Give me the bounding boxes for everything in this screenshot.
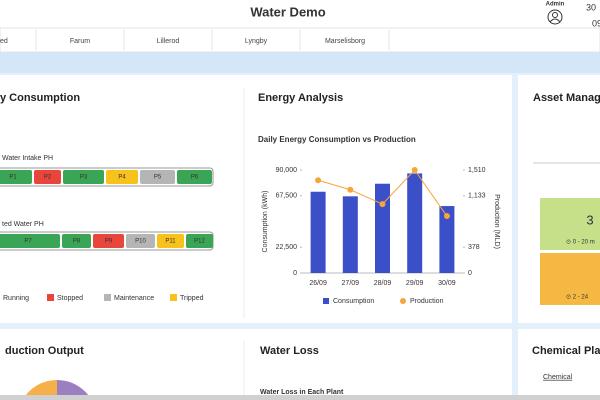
pump-label: P2 (44, 175, 52, 181)
legend-swatch (104, 294, 111, 301)
x-tick-label: 28/09 (374, 280, 392, 287)
section-title: duction Output (5, 345, 84, 357)
x-tick-label: 30/09 (438, 280, 456, 287)
point (379, 201, 386, 208)
user-icon[interactable] (547, 9, 563, 25)
filter-strip (0, 52, 600, 73)
pump[interactable] (140, 170, 175, 184)
date-month: 09 (592, 18, 600, 28)
link[interactable]: Chemical (543, 374, 573, 381)
legend-label: Stopped (57, 295, 83, 302)
y-tick-label: 0 (293, 270, 297, 277)
pump[interactable] (34, 170, 61, 184)
user-name: Admin (546, 2, 565, 8)
tab[interactable]: Lyngby (245, 38, 268, 45)
x-tick-label: 26/09 (309, 280, 327, 287)
bar (342, 196, 358, 273)
section-title: y Consumption (0, 92, 80, 104)
legend-swatch (400, 298, 406, 304)
pump-label: P6 (191, 175, 199, 181)
pump-label: P10 (135, 239, 146, 245)
bar (310, 191, 326, 273)
y2-tick-label: 1,133 (468, 193, 486, 200)
y2-tick-label: 1,510 (468, 167, 486, 174)
card (0, 329, 512, 400)
asset-range: ⊙ 2 - 24 (566, 295, 589, 301)
bar (439, 206, 455, 273)
legend-swatch (323, 298, 329, 304)
card (0, 75, 512, 323)
pump[interactable] (106, 170, 138, 184)
asset-tile[interactable] (540, 253, 600, 305)
pump-label: P12 (194, 239, 205, 245)
pump[interactable] (63, 170, 104, 184)
legend-label: Consumption (333, 298, 374, 305)
section-title: Water Loss (260, 345, 319, 357)
section-title: Asset Manage (533, 92, 600, 104)
pump[interactable] (93, 234, 124, 248)
tab[interactable]: ed (0, 38, 8, 45)
legend-label: Production (410, 298, 444, 305)
legend-label: Running (3, 295, 29, 302)
tab[interactable]: Lillerod (157, 38, 180, 45)
y-tick-label: 90,000 (276, 167, 298, 174)
y-axis-title: Consumption (kWh) (262, 191, 269, 253)
legend-swatch (47, 294, 54, 301)
tab[interactable]: Farum (70, 38, 90, 45)
pump[interactable] (157, 234, 184, 248)
pump-label: P1 (9, 175, 17, 181)
pump[interactable] (0, 234, 60, 248)
group-label: ted Water PH (2, 221, 44, 228)
pump[interactable] (62, 234, 91, 248)
date-day: 30 (586, 2, 596, 12)
legend-label: Maintenance (114, 295, 154, 302)
card (518, 329, 600, 400)
y-tick-label: 22,500 (276, 244, 298, 251)
point (443, 213, 450, 220)
scrollbar[interactable] (0, 395, 600, 400)
pump[interactable] (186, 234, 213, 248)
pump[interactable] (177, 170, 212, 184)
asset-tile[interactable] (540, 198, 600, 250)
section-title: Chemical Plan (532, 345, 600, 357)
y2-tick-label: 378 (468, 244, 480, 251)
asset-range: ⊙ 0 - 20 m (566, 240, 595, 246)
header (0, 0, 600, 28)
pump-label: P7 (24, 239, 32, 245)
pump-label: P9 (105, 239, 113, 245)
pump[interactable] (0, 170, 32, 184)
legend-label: Tripped (180, 295, 204, 302)
pump-label: P11 (165, 239, 176, 245)
chart-title: Daily Energy Consumption vs Production (258, 135, 416, 144)
y2-tick-label: 0 (468, 270, 472, 277)
x-tick-label: 27/09 (342, 280, 360, 287)
pump-label: P8 (73, 239, 81, 245)
point (315, 177, 322, 184)
y-tick-label: 67,500 (276, 193, 298, 200)
x-tick-label: 29/09 (406, 280, 424, 287)
point (347, 186, 354, 193)
app-title: Water Demo (250, 4, 325, 19)
pump-row (0, 167, 214, 187)
asset-count: 3 (586, 212, 593, 227)
chart-title: Water Loss in Each Plant (260, 389, 344, 396)
pump[interactable] (126, 234, 155, 248)
pump-label: P5 (154, 175, 162, 181)
tab[interactable]: Marselisborg (325, 38, 365, 45)
bar (375, 183, 390, 273)
group-label: Water Intake PH (2, 155, 53, 162)
legend-swatch (170, 294, 177, 301)
pump-label: P4 (118, 175, 126, 181)
bar (407, 173, 423, 273)
pump-label: P3 (80, 175, 88, 181)
point (411, 167, 418, 173)
section-title: Energy Analysis (258, 92, 343, 104)
y2-axis-title: Production (MLD) (493, 194, 500, 249)
